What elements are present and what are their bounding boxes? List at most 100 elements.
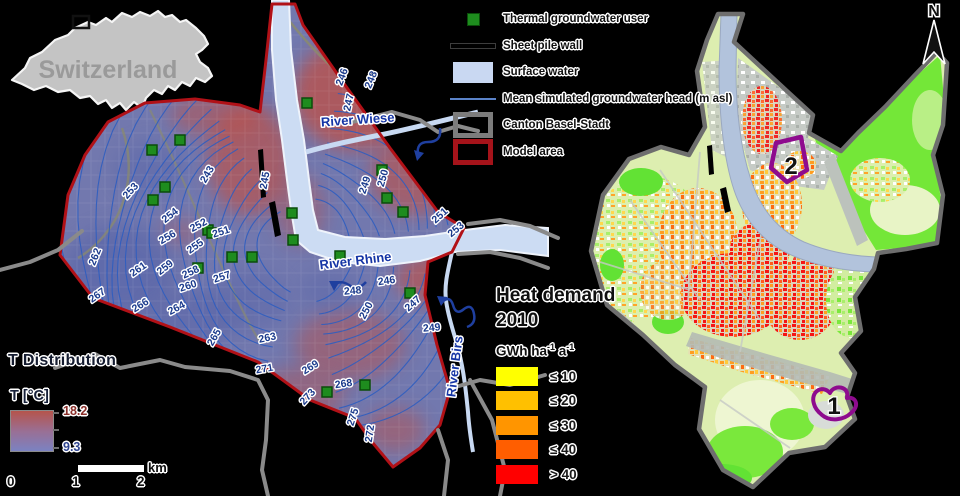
contour-value-label: 246 bbox=[377, 274, 396, 288]
heat-class-row: ≤ 30 bbox=[496, 415, 615, 435]
heat-class-label: > 40 bbox=[550, 466, 577, 482]
thermal-user-marker bbox=[159, 181, 171, 193]
temperature-gradient-swatch bbox=[10, 410, 54, 452]
groundwater-contour-line bbox=[316, 258, 355, 302]
groundwater-contour-line bbox=[342, 284, 464, 428]
thermal-user-marker bbox=[381, 192, 393, 204]
groundwater-contour-line bbox=[323, 266, 395, 335]
legend-item-label: Sheet pile wall bbox=[503, 39, 583, 52]
heat-demand-classes: ≤ 10 ≤ 20 ≤ 30 ≤ 40 > 40 bbox=[496, 366, 615, 484]
scale-tick-label: 1 bbox=[72, 474, 80, 489]
sheet-pile-wall bbox=[707, 145, 714, 175]
gray-outline-swatch bbox=[450, 112, 496, 139]
thermal-user-marker bbox=[321, 386, 333, 398]
contour-value-label: 263 bbox=[258, 330, 278, 345]
groundwater-contour-line bbox=[244, 202, 288, 302]
groundwater-contour-line bbox=[318, 184, 365, 239]
heat-class-row: > 40 bbox=[496, 464, 615, 484]
legend-item-black-line: Sheet pile wall bbox=[450, 33, 732, 60]
map-legend: Thermal groundwater user Sheet pile wall S… bbox=[450, 6, 732, 165]
contour-value-label: 271 bbox=[255, 362, 274, 377]
thermal-user-marker bbox=[301, 97, 313, 109]
sheet-pile-wall bbox=[720, 187, 731, 213]
road-line bbox=[149, 109, 263, 346]
contour-value-label: 245 bbox=[258, 171, 273, 190]
heat-class-label: ≤ 10 bbox=[550, 368, 577, 384]
groundwater-contour-line bbox=[318, 260, 366, 315]
road-line bbox=[77, 127, 131, 260]
legend-item-green-square: Thermal groundwater user bbox=[450, 6, 732, 33]
blue-rect-swatch bbox=[450, 61, 496, 83]
heat-class-swatch bbox=[496, 391, 538, 410]
north-arrow: N bbox=[922, 2, 946, 65]
groundwater-contour-line bbox=[213, 168, 278, 334]
groundwater-contour-line bbox=[320, 172, 380, 237]
legend-item-label: Model area bbox=[503, 145, 564, 158]
scale-tick-label: 2 bbox=[137, 474, 145, 489]
heat-class-swatch bbox=[496, 440, 538, 459]
contour-value-label: 248 bbox=[362, 69, 380, 90]
heat-class-row: ≤ 20 bbox=[496, 391, 615, 410]
unit-exponent: -1 bbox=[566, 342, 575, 352]
canton-boundary-right bbox=[588, 11, 950, 490]
groundwater-contour-line bbox=[256, 211, 291, 293]
groundwater-contour-line bbox=[321, 263, 379, 326]
switzerland-inset: Switzerland bbox=[10, 9, 214, 112]
heat-class-swatch bbox=[496, 464, 538, 484]
site-marker-2-outline bbox=[768, 134, 810, 185]
thermal-user-marker bbox=[397, 206, 409, 218]
contour-value-label: 249 bbox=[422, 321, 441, 334]
thermal-user-marker bbox=[334, 250, 346, 262]
heat-class-swatch bbox=[496, 366, 538, 386]
inset-country-label: Switzerland bbox=[39, 56, 178, 84]
blue-line-swatch bbox=[450, 97, 496, 100]
thermal-users-layer bbox=[146, 97, 416, 398]
river-label: River Wiese bbox=[320, 109, 394, 129]
red-outline-swatch bbox=[450, 138, 496, 165]
temperature-min-value: 9.3 bbox=[63, 440, 81, 454]
legend-item-blue-line: Mean simulated groundwater head (m asl) bbox=[450, 86, 732, 113]
river-rhine-water bbox=[271, 0, 549, 268]
heat-demand-legend: Heat demand 2010 GWh ha-1 a-1 ≤ 10 ≤ 20 ≤ … bbox=[496, 283, 615, 489]
unit-exponent: -1 bbox=[547, 342, 556, 352]
heat-demand-title-line2: 2010 bbox=[496, 310, 539, 331]
scale-tick-label: 0 bbox=[7, 474, 15, 489]
contour-value-label: 247 bbox=[341, 92, 356, 112]
legend-item-red-outline: Model area bbox=[450, 138, 732, 166]
switzerland-outline bbox=[10, 9, 214, 112]
groundwater-contour-line bbox=[205, 157, 273, 348]
groundwater-contour-line bbox=[315, 198, 351, 241]
site-marker-1-outline bbox=[811, 385, 859, 422]
legend-item-label: Canton Basel-Stadt bbox=[503, 119, 610, 132]
unit-text: GWh ha bbox=[496, 343, 547, 359]
north-arrow-glyph bbox=[922, 19, 946, 65]
thermal-user-marker bbox=[286, 207, 298, 219]
legend-item-label: Mean simulated groundwater head (m asl) bbox=[503, 92, 733, 105]
thermal-user-marker bbox=[404, 287, 416, 299]
legend-item-gray-outline: Canton Basel-Stadt bbox=[450, 112, 732, 139]
heat-class-label: ≤ 20 bbox=[550, 393, 577, 408]
thermal-user-marker bbox=[287, 234, 299, 246]
scale-bar-graphic bbox=[10, 464, 144, 473]
thermal-user-marker bbox=[146, 144, 158, 156]
thermal-user-marker bbox=[359, 379, 371, 391]
heat-class-row: ≤ 40 bbox=[496, 440, 615, 459]
model-area-boundary bbox=[58, 2, 466, 469]
contour-value-label: 246 bbox=[334, 67, 351, 88]
thermal-user-marker bbox=[226, 251, 238, 263]
contour-value-label: 248 bbox=[343, 284, 362, 297]
contour-value-label: 268 bbox=[334, 377, 353, 391]
black-line-swatch bbox=[450, 43, 496, 48]
contour-value-label: 272 bbox=[363, 424, 377, 443]
thermal-user-marker bbox=[376, 164, 388, 176]
legend-item-label: Thermal groundwater user bbox=[503, 13, 649, 26]
site-marker-number: 1 bbox=[827, 393, 840, 420]
thermal-user-marker bbox=[192, 262, 204, 274]
heat-class-swatch bbox=[496, 415, 538, 435]
heat-class-row: ≤ 10 bbox=[496, 366, 615, 386]
heat-class-label: ≤ 40 bbox=[550, 442, 577, 457]
thermal-user-marker bbox=[147, 194, 159, 206]
sheet-pile-wall bbox=[258, 149, 266, 198]
